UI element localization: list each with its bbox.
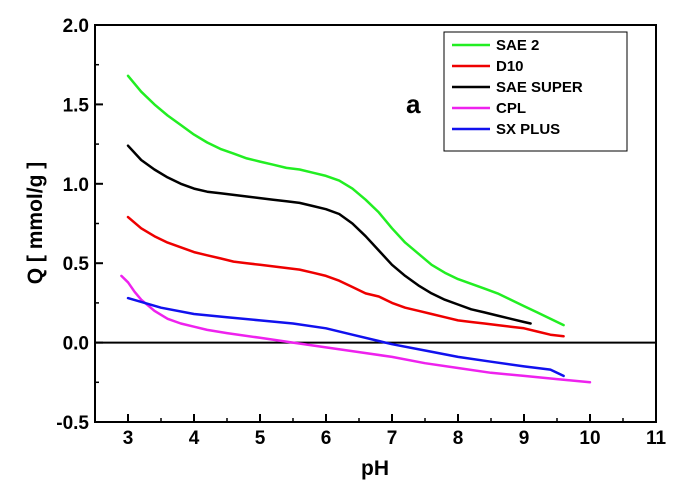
y-tick-label: -0.5 bbox=[56, 413, 89, 434]
legend-label: CPL bbox=[496, 100, 526, 117]
legend: SAE 2 D10 SAE SUPER CPL SX PLUS bbox=[443, 31, 628, 152]
y-tick-label: 1.5 bbox=[63, 95, 90, 116]
legend-label: SX PLUS bbox=[496, 121, 560, 138]
x-tick-label: 4 bbox=[189, 428, 200, 449]
x-tick-label: 10 bbox=[579, 428, 600, 449]
x-tick-label: 9 bbox=[519, 428, 530, 449]
tick-labels: 3 4 5 6 7 8 9 10 11 -0.5 0.0 0.5 1.0 1.5 2.0 bbox=[56, 16, 666, 449]
x-tick-label: 3 bbox=[123, 428, 134, 449]
axis-ticks bbox=[94, 24, 657, 423]
series-line-sx-plus bbox=[126, 296, 565, 378]
legend-box bbox=[443, 31, 628, 152]
legend-label: SAE 2 bbox=[496, 37, 539, 54]
panel-label: a bbox=[406, 89, 421, 119]
y-tick-label: 0.5 bbox=[63, 254, 90, 275]
legend-items: SAE 2 D10 SAE SUPER CPL SX PLUS bbox=[452, 37, 583, 138]
x-tick-label: 8 bbox=[453, 428, 464, 449]
series-line-sae-2 bbox=[126, 74, 565, 327]
series-line-d10 bbox=[126, 215, 565, 338]
x-axis-title: pH bbox=[361, 457, 389, 480]
y-tick-label: 1.0 bbox=[63, 175, 89, 196]
x-tick-label: 11 bbox=[646, 428, 667, 449]
x-tick-label: 6 bbox=[321, 428, 332, 449]
x-tick-label: 7 bbox=[387, 428, 398, 449]
x-tick-label: 5 bbox=[255, 428, 266, 449]
y-tick-label: 2.0 bbox=[63, 16, 89, 37]
legend-label: SAE SUPER bbox=[496, 79, 583, 96]
series-lines bbox=[120, 74, 592, 384]
legend-label: D10 bbox=[496, 58, 524, 75]
y-axis-title: Q [ mmol/g ] bbox=[24, 162, 47, 285]
series-line-sae-super bbox=[126, 144, 532, 325]
y-tick-label: 0.0 bbox=[63, 334, 89, 355]
